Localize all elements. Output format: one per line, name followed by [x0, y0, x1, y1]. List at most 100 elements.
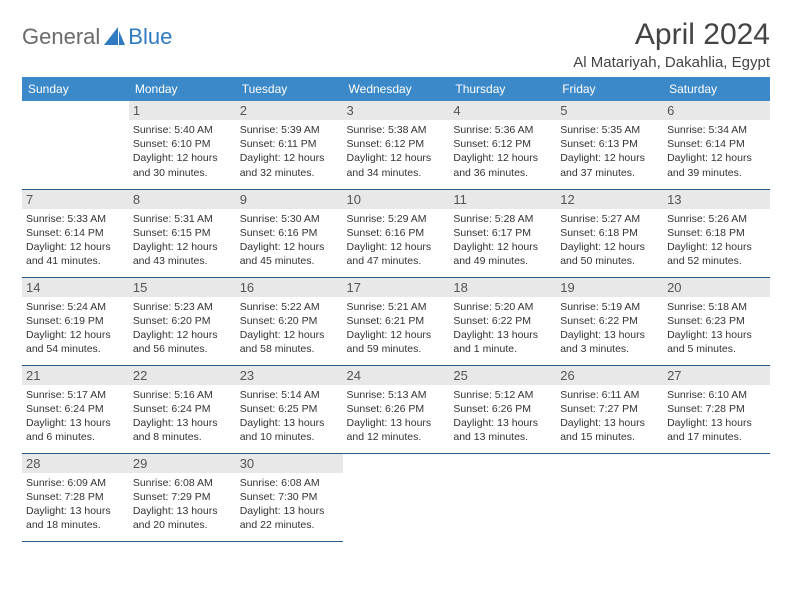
day-number: 1: [129, 101, 236, 120]
calendar-cell: 13Sunrise: 5:26 AMSunset: 6:18 PMDayligh…: [663, 189, 770, 277]
calendar-table: SundayMondayTuesdayWednesdayThursdayFrid…: [22, 77, 770, 542]
day-info: Sunrise: 5:12 AMSunset: 6:26 PMDaylight:…: [453, 388, 552, 445]
location-text: Al Matariyah, Dakahlia, Egypt: [573, 54, 770, 71]
day-info: Sunrise: 5:18 AMSunset: 6:23 PMDaylight:…: [667, 300, 766, 357]
calendar-body: 1 Sunrise: 5:40 AMSunset: 6:10 PMDaylight…: [22, 101, 770, 541]
day-info: Sunrise: 5:26 AMSunset: 6:18 PMDaylight:…: [667, 212, 766, 269]
day-info: Sunrise: 5:27 AMSunset: 6:18 PMDaylight:…: [560, 212, 659, 269]
day-number: 25: [449, 366, 556, 385]
day-info: Sunrise: 5:40 AMSunset: 6:10 PMDaylight:…: [133, 123, 232, 180]
calendar-cell: 29 Sunrise: 6:08 AMSunset: 7:29 PMDayligh…: [129, 453, 236, 541]
day-number: 26: [556, 366, 663, 385]
day-number: 11: [449, 190, 556, 209]
calendar-cell: 20Sunrise: 5:18 AMSunset: 6:23 PMDayligh…: [663, 277, 770, 365]
title-block: April 2024 Al Matariyah, Dakahlia, Egypt: [573, 18, 770, 71]
weekday-header: Sunday: [22, 77, 129, 101]
day-info: Sunrise: 5:28 AMSunset: 6:17 PMDaylight:…: [453, 212, 552, 269]
calendar-cell: 4 Sunrise: 5:36 AMSunset: 6:12 PMDaylight…: [449, 101, 556, 189]
day-number: 2: [236, 101, 343, 120]
logo-sail-icon: [104, 27, 126, 47]
day-number: 14: [22, 278, 129, 297]
calendar-cell: 9 Sunrise: 5:30 AMSunset: 6:16 PMDaylight…: [236, 189, 343, 277]
day-info: Sunrise: 5:17 AMSunset: 6:24 PMDaylight:…: [26, 388, 125, 445]
day-number: 21: [22, 366, 129, 385]
day-info: Sunrise: 5:29 AMSunset: 6:16 PMDaylight:…: [347, 212, 446, 269]
calendar-cell: 14 Sunrise: 5:24 AMSunset: 6:19 PMDayligh…: [22, 277, 129, 365]
calendar-cell: 22 Sunrise: 5:16 AMSunset: 6:24 PMDayligh…: [129, 365, 236, 453]
day-info: Sunrise: 6:08 AMSunset: 7:30 PMDaylight:…: [240, 476, 339, 533]
calendar-cell: [449, 453, 556, 541]
day-number: 23: [236, 366, 343, 385]
calendar-cell: 12 Sunrise: 5:27 AMSunset: 6:18 PMDayligh…: [556, 189, 663, 277]
calendar-row: 14 Sunrise: 5:24 AMSunset: 6:19 PMDayligh…: [22, 277, 770, 365]
calendar-cell: 27Sunrise: 6:10 AMSunset: 7:28 PMDayligh…: [663, 365, 770, 453]
calendar-row: 7 Sunrise: 5:33 AMSunset: 6:14 PMDaylight…: [22, 189, 770, 277]
day-info: Sunrise: 5:30 AMSunset: 6:16 PMDaylight:…: [240, 212, 339, 269]
day-number: 12: [556, 190, 663, 209]
day-number: 19: [556, 278, 663, 297]
day-info: Sunrise: 5:16 AMSunset: 6:24 PMDaylight:…: [133, 388, 232, 445]
day-number: 17: [343, 278, 450, 297]
day-number: 22: [129, 366, 236, 385]
day-info: Sunrise: 5:20 AMSunset: 6:22 PMDaylight:…: [453, 300, 552, 357]
day-number: 28: [22, 454, 129, 473]
calendar-cell: 5 Sunrise: 5:35 AMSunset: 6:13 PMDaylight…: [556, 101, 663, 189]
calendar-cell: 28 Sunrise: 6:09 AMSunset: 7:28 PMDayligh…: [22, 453, 129, 541]
day-number: 18: [449, 278, 556, 297]
day-info: Sunrise: 6:09 AMSunset: 7:28 PMDaylight:…: [26, 476, 125, 533]
day-number: 10: [343, 190, 450, 209]
calendar-cell: 10 Sunrise: 5:29 AMSunset: 6:16 PMDayligh…: [343, 189, 450, 277]
calendar-row: 28 Sunrise: 6:09 AMSunset: 7:28 PMDayligh…: [22, 453, 770, 541]
day-number: 8: [129, 190, 236, 209]
calendar-cell: 18 Sunrise: 5:20 AMSunset: 6:22 PMDayligh…: [449, 277, 556, 365]
day-info: Sunrise: 5:23 AMSunset: 6:20 PMDaylight:…: [133, 300, 232, 357]
weekday-header: Saturday: [663, 77, 770, 101]
logo: General Blue: [22, 18, 172, 50]
day-number: 15: [129, 278, 236, 297]
calendar-cell: 3Sunrise: 5:38 AMSunset: 6:12 PMDaylight…: [343, 101, 450, 189]
day-info: Sunrise: 5:34 AMSunset: 6:14 PMDaylight:…: [667, 123, 766, 180]
day-number: 16: [236, 278, 343, 297]
calendar-cell: [663, 453, 770, 541]
day-info: Sunrise: 5:13 AMSunset: 6:26 PMDaylight:…: [347, 388, 446, 445]
weekday-header: Tuesday: [236, 77, 343, 101]
calendar-cell: 8 Sunrise: 5:31 AMSunset: 6:15 PMDaylight…: [129, 189, 236, 277]
day-number: 5: [556, 101, 663, 120]
day-info: Sunrise: 5:38 AMSunset: 6:12 PMDaylight:…: [347, 123, 446, 180]
weekday-header: Monday: [129, 77, 236, 101]
calendar-cell: 25 Sunrise: 5:12 AMSunset: 6:26 PMDayligh…: [449, 365, 556, 453]
calendar-cell: 21 Sunrise: 5:17 AMSunset: 6:24 PMDayligh…: [22, 365, 129, 453]
calendar-row: 21 Sunrise: 5:17 AMSunset: 6:24 PMDayligh…: [22, 365, 770, 453]
day-info: Sunrise: 5:36 AMSunset: 6:12 PMDaylight:…: [453, 123, 552, 180]
calendar-cell: 26 Sunrise: 6:11 AMSunset: 7:27 PMDayligh…: [556, 365, 663, 453]
day-info: Sunrise: 5:14 AMSunset: 6:25 PMDaylight:…: [240, 388, 339, 445]
logo-text-general: General: [22, 24, 100, 50]
day-info: Sunrise: 6:11 AMSunset: 7:27 PMDaylight:…: [560, 388, 659, 445]
calendar-cell: [343, 453, 450, 541]
day-number: 4: [449, 101, 556, 120]
month-title: April 2024: [573, 18, 770, 52]
calendar-cell: 17Sunrise: 5:21 AMSunset: 6:21 PMDayligh…: [343, 277, 450, 365]
day-info: Sunrise: 5:39 AMSunset: 6:11 PMDaylight:…: [240, 123, 339, 180]
day-number: 30: [236, 454, 343, 473]
calendar-cell: 24Sunrise: 5:13 AMSunset: 6:26 PMDayligh…: [343, 365, 450, 453]
weekday-header: Friday: [556, 77, 663, 101]
calendar-cell: 2 Sunrise: 5:39 AMSunset: 6:11 PMDaylight…: [236, 101, 343, 189]
calendar-cell: 19Sunrise: 5:19 AMSunset: 6:22 PMDayligh…: [556, 277, 663, 365]
weekday-header: Wednesday: [343, 77, 450, 101]
calendar-cell: 11 Sunrise: 5:28 AMSunset: 6:17 PMDayligh…: [449, 189, 556, 277]
day-number: 29: [129, 454, 236, 473]
day-info: Sunrise: 5:24 AMSunset: 6:19 PMDaylight:…: [26, 300, 125, 357]
calendar-cell: 23 Sunrise: 5:14 AMSunset: 6:25 PMDayligh…: [236, 365, 343, 453]
day-info: Sunrise: 6:08 AMSunset: 7:29 PMDaylight:…: [133, 476, 232, 533]
calendar-cell: 1 Sunrise: 5:40 AMSunset: 6:10 PMDaylight…: [129, 101, 236, 189]
day-info: Sunrise: 5:35 AMSunset: 6:13 PMDaylight:…: [560, 123, 659, 180]
day-info: Sunrise: 5:31 AMSunset: 6:15 PMDaylight:…: [133, 212, 232, 269]
weekday-header: Thursday: [449, 77, 556, 101]
calendar-cell: [22, 101, 129, 189]
day-number: 27: [663, 366, 770, 385]
day-number: 7: [22, 190, 129, 209]
day-info: Sunrise: 5:33 AMSunset: 6:14 PMDaylight:…: [26, 212, 125, 269]
calendar-cell: [556, 453, 663, 541]
day-number: 9: [236, 190, 343, 209]
